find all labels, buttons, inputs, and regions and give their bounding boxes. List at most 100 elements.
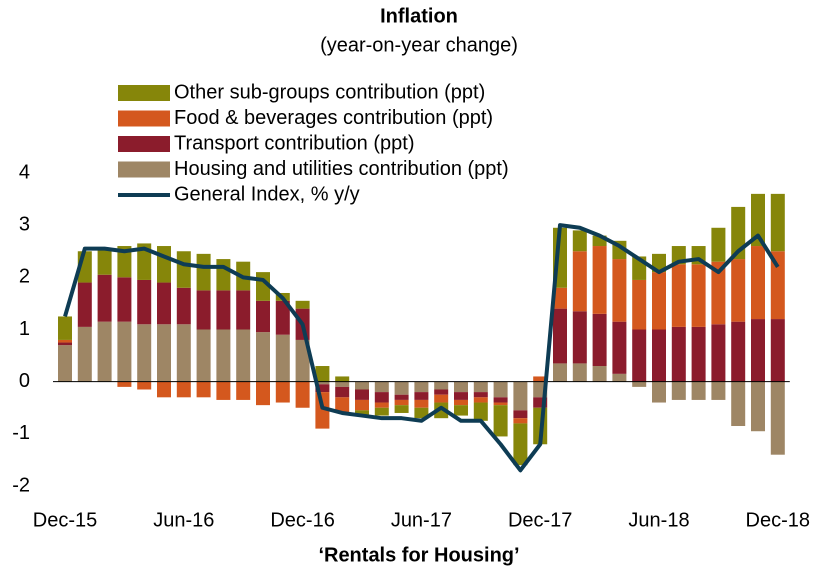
bar-segment [592,313,607,367]
bar-segment [553,308,567,364]
bar-segment [256,381,270,406]
bar-segment [355,410,369,416]
bar-segment [335,386,350,398]
bar-segment [77,326,92,382]
bar-segment [434,402,449,419]
x-tick-label: Dec-17 [508,509,572,531]
bar-segment [473,402,488,421]
bar-segment [414,392,429,400]
bar-segment [315,381,330,385]
bar-segment [473,397,488,403]
legend-label: Transport contribution (ppt) [174,132,414,154]
bar-segment [731,381,746,427]
bar-segment [533,376,548,382]
legend-swatch [118,110,170,127]
bar-segment [295,339,310,382]
bar-segment [394,399,409,406]
bar-segment [97,321,112,382]
bar-segment [572,251,587,312]
bar-segment [137,324,152,382]
bar-segment [770,193,785,252]
chart-title: Inflation [380,5,458,27]
bar-segment [711,381,726,400]
bar-segment [176,287,191,325]
bar-segment [711,261,726,325]
bar-segment [196,329,211,382]
bar-segment [97,274,112,322]
bar-segment [493,397,508,403]
bar-segment [513,381,528,411]
bar-segment [374,407,389,416]
bar-segment [533,397,548,408]
bar-segment [275,300,290,335]
bar-segment [652,329,666,382]
bar-segment [493,402,508,406]
bar-segment [691,381,706,400]
chart-subtitle: (year-on-year change) [320,34,518,56]
bar-segment [335,381,350,387]
x-axis-title: ‘Rentals for Housing’ [318,544,519,566]
bar-segment [652,272,666,330]
y-tick-label: 4 [19,161,30,183]
x-tick-label: Jun-16 [153,509,214,531]
bar-segment [751,193,765,247]
bar-segment [216,329,231,382]
legend-label: Food & beverages contribution (ppt) [174,107,493,129]
bar-segment [671,326,686,382]
bar-segment [58,342,72,346]
bar-segment [394,394,409,400]
y-tick-label: 0 [19,370,30,392]
bar-segment [632,381,647,387]
bar-segment [493,381,508,398]
bar-segment [553,287,567,309]
bar-segment [473,392,488,398]
bar-segment [493,405,508,437]
bar-segment [117,277,132,322]
bar-segment [335,397,350,413]
bar-segment [216,290,231,330]
bar-segment [374,381,389,393]
bar-segment [374,392,389,403]
bar-segment [374,402,389,408]
x-tick-label: Dec-15 [33,509,97,531]
bar-segment [394,405,409,413]
bar-segment [335,376,350,382]
bar-segment [58,316,72,340]
bar-segment [632,329,647,382]
bar-segment [513,423,528,466]
legend-swatch [118,161,170,178]
bar-segment [751,246,765,320]
bar-segment [454,392,468,400]
bar-segment [295,381,310,408]
bar-segment [731,321,746,382]
legend-label: Housing and utilities contribution (ppt) [174,158,509,180]
bar-segment [176,324,191,382]
bar-segment [671,264,686,327]
x-tick-label: Jun-18 [628,509,689,531]
y-tick-label: -2 [12,474,30,496]
bar-segment [751,319,765,382]
bar-segment [157,282,171,325]
bar-segment [434,394,449,403]
x-tick-label: Jun-17 [391,509,452,531]
legend-swatch [118,85,170,101]
bar-segment [355,381,369,390]
bar-segment [711,324,726,382]
bar-segment [434,389,449,395]
bar-segment [770,381,785,455]
bar-segment [751,381,765,432]
bar-segment [414,399,429,408]
bar-segment [77,282,92,327]
bar-segment [414,381,429,393]
bar-segment [256,332,270,382]
bar-segment [691,326,706,382]
bar-segment [652,381,666,403]
bar-segment [275,381,290,403]
bar-segment [196,381,211,398]
bar-segment [572,230,587,252]
bar-segment [137,243,152,280]
bar-segment [711,227,726,262]
bar-segment [196,253,211,291]
x-tick-label: Dec-16 [270,509,334,531]
